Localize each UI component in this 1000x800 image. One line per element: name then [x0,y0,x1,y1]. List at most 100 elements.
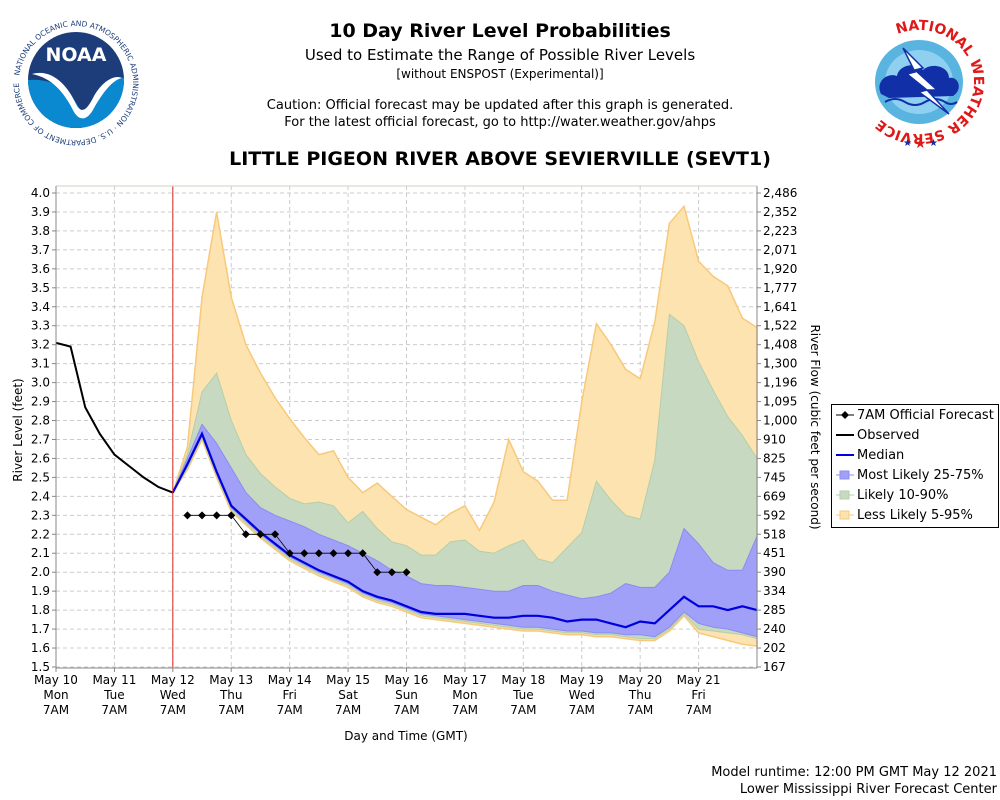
y2-tick-label: 1,300 [763,357,797,371]
x-tick-label: 7AM [160,703,186,717]
y2-tick-label: 825 [763,451,786,465]
y2-tick-label: 202 [763,641,786,655]
x-tick-label: Mon [452,688,477,702]
forecast-point [373,568,382,577]
y-tick-label: 2.5 [31,470,50,484]
x-tick-label: 7AM [627,703,653,717]
model-runtime: Model runtime: 12:00 PM GMT May 12 2021 [711,765,997,780]
star-icon: ★ [914,136,927,152]
x-tick-label: 7AM [43,703,69,717]
forecast-point [241,530,250,539]
y2-tick-label: 518 [763,527,786,541]
x-tick-label: Thu [219,688,243,702]
y2-tick-label: 285 [763,603,786,617]
noaa-globe-bottom [28,77,124,128]
line-swatch-icon [836,434,854,436]
y-axis-right: 167 202 240 285 334 390 451 518 592 669 745 825 910 1… [757,186,797,674]
y2-tick-label: 451 [763,546,786,560]
y2-tick-label: 1,777 [763,281,797,295]
x-tick-label: 7AM [101,703,127,717]
y2-axis-label: River Flow (cubic feet per second) [808,324,822,529]
x-tick-label: Mon [43,688,68,702]
y2-tick-label: 390 [763,565,786,579]
x-tick-label: May 13 [209,673,253,687]
forecast-point [256,530,265,539]
x-tick-label: 7AM [452,703,478,717]
legend-item-forecast: 7AM Official Forecast [836,406,994,424]
x-tick-label: May 19 [560,673,604,687]
forecast-point [358,549,367,558]
nws-logo: NATIONAL WEATHER SERVICE ★ ★ ★ [873,18,985,152]
y2-tick-label: 2,223 [763,224,797,238]
y-tick-label: 3.3 [31,319,50,333]
caution-link-text: For the latest official forecast, go to … [284,115,716,130]
y2-tick-label: 669 [763,489,786,503]
x-tick-label: 7AM [685,703,711,717]
y2-tick-label: 745 [763,470,786,484]
square-swatch-icon [836,490,854,500]
y-tick-label: 3.5 [31,281,50,295]
y-tick-label: 3.7 [31,243,50,257]
forecast-line [187,514,407,573]
y2-tick-label: 1,522 [763,319,797,333]
forecast-point [212,511,221,520]
y2-tick-label: 1,920 [763,262,797,276]
y-tick-label: 3.4 [31,300,50,314]
x-tick-label: May 16 [385,673,429,687]
chart-subtitle: Used to Estimate the Range of Possible R… [304,46,696,64]
forecast-point [271,530,280,539]
y-tick-label: 1.8 [31,603,50,617]
x-tick-label: Fri [691,688,705,702]
x-tick-label: May 11 [92,673,136,687]
legend-item-median: Median [836,446,904,464]
y-tick-label: 1.6 [31,641,50,655]
x-tick-label: Sat [338,688,358,702]
square-swatch-icon [836,470,854,480]
forecast-point [227,511,236,520]
x-tick-label: 7AM [569,703,595,717]
x-tick-label: May 12 [151,673,195,687]
diamond-marker-icon [836,411,854,419]
median-line [171,431,758,629]
x-tick-label: Thu [628,688,652,702]
y-tick-label: 3.2 [31,338,50,352]
y-tick-label: 2.7 [31,432,50,446]
observed-line [55,341,174,494]
forecast-point [300,549,309,558]
star-icon: ★ [929,138,938,149]
y-tick-label: 3.9 [31,205,50,219]
y2-tick-label: 1,196 [763,376,797,390]
x-tick-label: 7AM [510,703,536,717]
y2-tick-label: 592 [763,508,786,522]
y2-tick-label: 240 [763,622,786,636]
y-tick-label: 3.8 [31,224,50,238]
x-tick-label: Sun [395,688,418,702]
chart-title: 10 Day River Level Probabilities [329,20,671,42]
x-tick-label: May 14 [268,673,312,687]
y-tick-label: 2.9 [31,395,50,409]
x-tick-label: May 21 [677,673,721,687]
legend: 7AM Official Forecast Observed Median Mo… [831,404,999,528]
y-axis-label: River Level (feet) [11,378,25,481]
x-tick-label: Wed [160,688,186,702]
x-tick-label: May 17 [443,673,487,687]
x-tick-label: 7AM [277,703,303,717]
y-tick-label: 3.6 [31,262,50,276]
x-axis-label: Day and Time (GMT) [344,729,467,743]
y-tick-label: 1.7 [31,622,50,636]
y2-tick-label: 2,486 [763,186,797,200]
x-tick-label: May 20 [618,673,662,687]
x-tick-label: 7AM [218,703,244,717]
forecast-point [329,549,338,558]
y-tick-label: 2.3 [31,508,50,522]
x-tick-label: Tue [512,688,534,702]
y-axis-left: 1.5 1.6 1.7 1.8 1.9 2.0 2.1 2.2 2.3 2.4 2.5 2.6 2.7 2… [31,186,56,674]
legend-item-5-95: Less Likely 5-95% [836,506,973,524]
y2-tick-label: 1,641 [763,300,797,314]
x-tick-label: 7AM [335,703,361,717]
x-tick-label: May 18 [501,673,545,687]
x-tick-label: May 15 [326,673,370,687]
y-tick-label: 2.6 [31,451,50,465]
